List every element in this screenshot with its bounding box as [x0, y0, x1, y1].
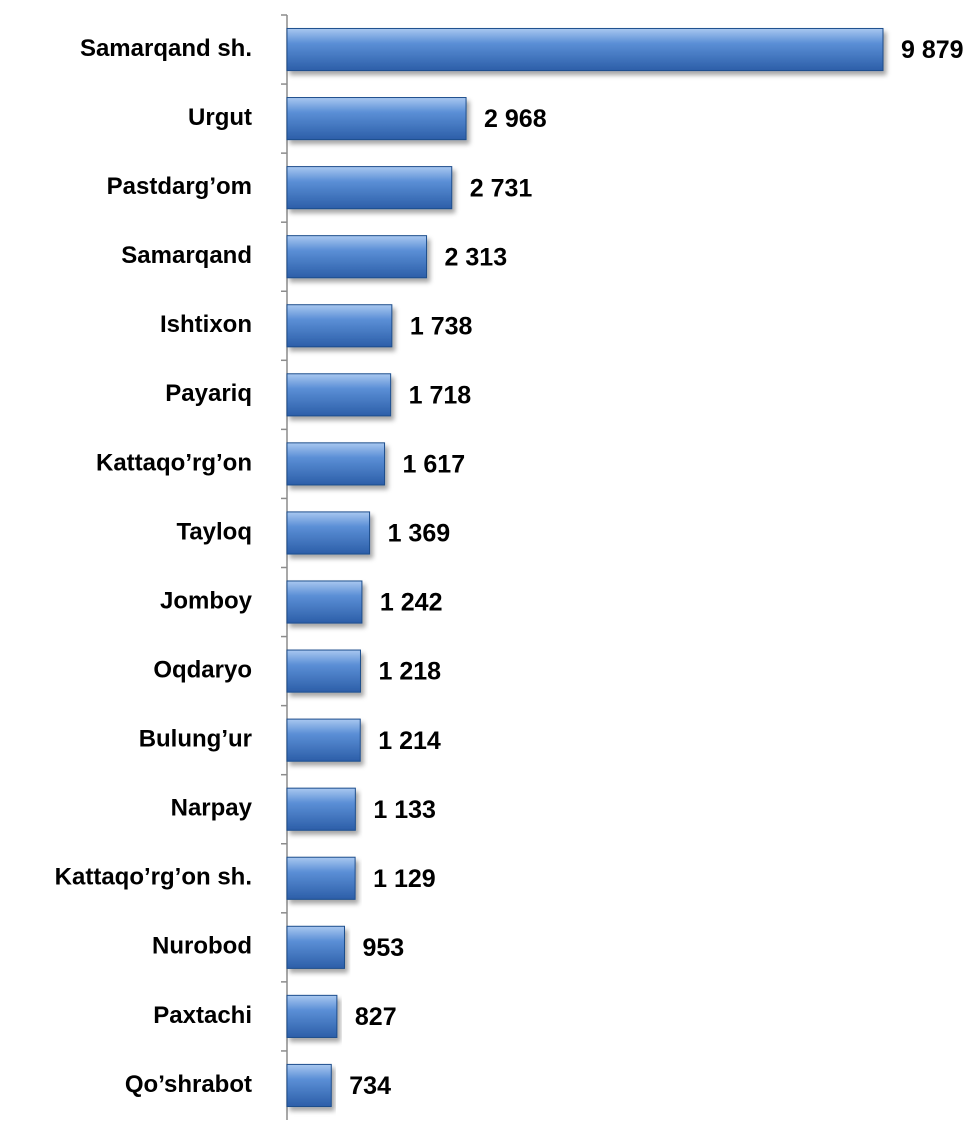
bar [286, 511, 371, 555]
y-tick-label: Payariq [165, 380, 252, 407]
value-label: 1 718 [409, 381, 472, 409]
value-label: 1 218 [378, 658, 441, 686]
value-label: 1 738 [410, 312, 473, 340]
y-tick-label: Tayloq [176, 518, 252, 545]
bar [286, 235, 428, 279]
value-label: 1 242 [380, 589, 443, 617]
value-label: 2 313 [445, 243, 508, 271]
bar [286, 925, 345, 969]
y-tick-label: Kattaqo’rg’on [96, 449, 252, 476]
y-tick-label: Narpay [171, 795, 253, 822]
value-label: 827 [355, 1003, 397, 1031]
bar [286, 27, 884, 72]
bar [286, 373, 392, 417]
bar [286, 856, 356, 900]
value-label: 9 879 [901, 36, 964, 64]
y-tick-label: Kattaqo’rg’on sh. [55, 864, 252, 891]
y-tick-label: Paxtachi [153, 1002, 252, 1029]
y-tick-label: Bulung’ur [139, 726, 252, 753]
bar [286, 718, 361, 762]
value-label: 1 369 [388, 520, 451, 548]
y-tick-label: Qo’shrabot [125, 1071, 252, 1098]
y-tick-label: Samarqand [121, 242, 252, 269]
bar [286, 97, 467, 141]
y-tick-label: Urgut [188, 104, 252, 131]
value-label: 2 731 [470, 174, 533, 202]
y-tick-label: Oqdaryo [153, 656, 252, 683]
bar [286, 580, 363, 624]
bar [286, 442, 386, 486]
value-label: 1 133 [373, 796, 436, 824]
bar [286, 649, 361, 693]
y-tick-label: Ishtixon [160, 311, 252, 338]
bar [286, 1063, 332, 1108]
y-tick-label: Jomboy [160, 587, 253, 614]
y-tick-label: Pastdarg’om [107, 173, 252, 200]
value-label: 1 214 [378, 727, 441, 755]
value-label: 1 617 [403, 451, 466, 479]
value-label: 1 129 [373, 865, 436, 893]
bar [286, 166, 453, 210]
y-tick-label: Nurobod [152, 933, 252, 960]
value-label: 734 [349, 1072, 391, 1100]
y-tick-label: Samarqand sh. [80, 35, 252, 62]
bar [286, 304, 393, 348]
bar [286, 994, 338, 1038]
bar [286, 787, 356, 831]
value-label: 2 968 [484, 105, 547, 133]
value-label: 953 [362, 934, 404, 962]
